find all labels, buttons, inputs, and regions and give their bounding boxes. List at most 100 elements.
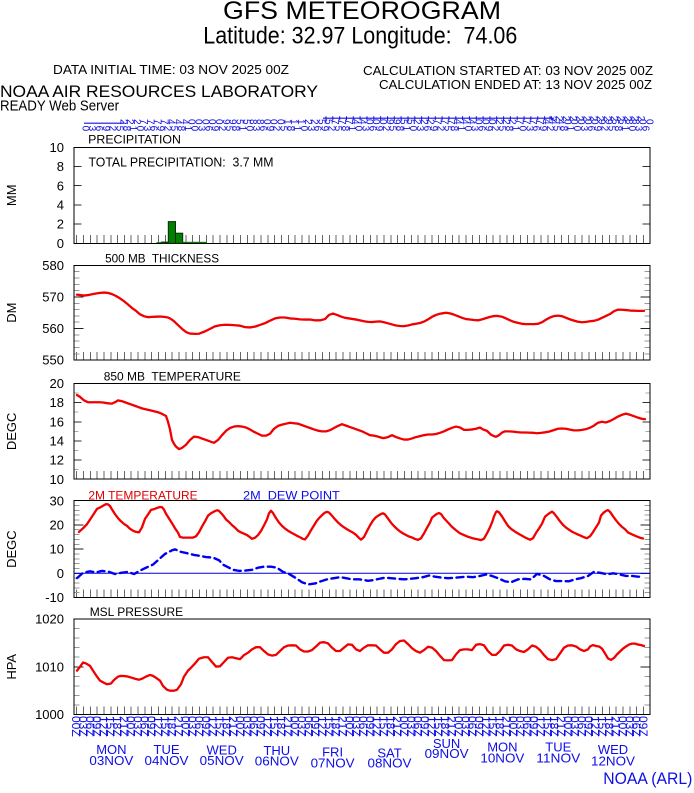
svg-text:4: 4 xyxy=(179,119,190,125)
svg-text:16: 16 xyxy=(50,414,64,429)
svg-text:5: 5 xyxy=(234,119,245,125)
svg-text:15Z: 15Z xyxy=(213,716,227,737)
svg-text:3: 3 xyxy=(305,126,316,132)
svg-text:6: 6 xyxy=(640,126,651,132)
svg-text:NOAA (ARL): NOAA (ARL) xyxy=(603,769,692,788)
svg-text:2: 2 xyxy=(107,126,118,132)
svg-text:12: 12 xyxy=(50,453,64,468)
svg-text:5: 5 xyxy=(322,119,333,125)
svg-text:5: 5 xyxy=(316,119,327,125)
svg-text:DEGC: DEGC xyxy=(4,413,19,451)
svg-text:0: 0 xyxy=(377,119,388,125)
svg-text:2: 2 xyxy=(615,116,626,122)
svg-text:6: 6 xyxy=(530,126,541,132)
svg-text:10NOV: 10NOV xyxy=(480,751,524,766)
svg-text:MM: MM xyxy=(4,184,19,206)
svg-text:00Z: 00Z xyxy=(342,716,356,737)
svg-text:0: 0 xyxy=(473,119,484,125)
svg-text:0: 0 xyxy=(134,126,145,132)
svg-text:2: 2 xyxy=(622,116,633,122)
svg-text:03Z: 03Z xyxy=(458,716,472,737)
svg-text:WED: WED xyxy=(207,742,237,757)
svg-text:8: 8 xyxy=(247,119,258,125)
svg-text:06Z: 06Z xyxy=(247,716,261,737)
svg-text:0: 0 xyxy=(582,119,593,125)
svg-text:0: 0 xyxy=(370,119,381,125)
svg-text:09Z: 09Z xyxy=(308,716,322,737)
svg-text:TOTAL PRECIPITATION: 3.7 MM: TOTAL PRECIPITATION: 3.7 MM xyxy=(89,155,274,170)
svg-text:8: 8 xyxy=(448,126,459,132)
svg-text:9: 9 xyxy=(482,126,493,132)
svg-text:1: 1 xyxy=(291,126,302,132)
svg-text:1: 1 xyxy=(295,119,306,125)
svg-text:06Z: 06Z xyxy=(192,716,206,737)
svg-text:20: 20 xyxy=(50,518,64,533)
svg-text:15Z: 15Z xyxy=(322,716,336,737)
svg-text:00Z: 00Z xyxy=(561,716,575,737)
svg-text:0: 0 xyxy=(517,126,528,132)
svg-text:7: 7 xyxy=(329,119,340,125)
svg-text:5: 5 xyxy=(397,119,408,125)
svg-text:3: 3 xyxy=(250,126,261,132)
svg-text:06Z: 06Z xyxy=(137,716,151,737)
svg-text:2: 2 xyxy=(131,119,142,125)
svg-text:MSL PRESSURE: MSL PRESSURE xyxy=(90,605,184,619)
svg-text:9: 9 xyxy=(227,119,238,125)
svg-text:9: 9 xyxy=(100,126,111,132)
svg-text:1: 1 xyxy=(281,119,292,125)
svg-text:9: 9 xyxy=(592,126,603,132)
svg-text:00Z: 00Z xyxy=(452,716,466,737)
svg-text:TUE: TUE xyxy=(154,742,180,757)
svg-text:2: 2 xyxy=(507,119,518,125)
svg-text:9: 9 xyxy=(373,126,384,132)
svg-text:2: 2 xyxy=(635,116,646,122)
svg-text:5: 5 xyxy=(240,119,251,125)
svg-text:3: 3 xyxy=(578,126,589,132)
svg-text:0: 0 xyxy=(275,119,286,125)
svg-text:7: 7 xyxy=(138,119,149,125)
svg-text:9: 9 xyxy=(220,119,231,125)
svg-text:8: 8 xyxy=(175,126,186,132)
svg-text:7: 7 xyxy=(527,119,538,125)
svg-text:9: 9 xyxy=(155,126,166,132)
svg-text:21Z: 21Z xyxy=(336,716,350,737)
svg-text:0: 0 xyxy=(568,119,579,125)
svg-text:12Z: 12Z xyxy=(588,716,602,737)
svg-text:8: 8 xyxy=(394,126,405,132)
svg-text:9: 9 xyxy=(264,126,275,132)
svg-text:5: 5 xyxy=(168,126,179,132)
svg-text:5: 5 xyxy=(404,119,415,125)
svg-text:05NOV: 05NOV xyxy=(200,753,244,768)
svg-text:09Z: 09Z xyxy=(417,716,431,737)
svg-text:7: 7 xyxy=(152,119,163,125)
svg-text:1: 1 xyxy=(400,126,411,132)
svg-text:DEGC: DEGC xyxy=(4,530,19,568)
svg-text:550: 550 xyxy=(42,353,64,368)
svg-text:09Z: 09Z xyxy=(527,716,541,737)
svg-text:2: 2 xyxy=(594,116,605,122)
svg-text:0: 0 xyxy=(261,119,272,125)
svg-text:CALCULATION ENDED AT: 13 NOV 2: CALCULATION ENDED AT: 13 NOV 2025 00Z xyxy=(379,77,652,92)
svg-text:1020: 1020 xyxy=(35,612,64,627)
svg-text:21Z: 21Z xyxy=(390,716,404,737)
svg-text:03Z: 03Z xyxy=(622,716,636,737)
svg-text:4: 4 xyxy=(165,119,176,125)
svg-text:18: 18 xyxy=(50,395,64,410)
svg-text:9: 9 xyxy=(596,119,607,125)
svg-text:18Z: 18Z xyxy=(219,716,233,737)
svg-text:-10: -10 xyxy=(45,590,64,605)
svg-text:2: 2 xyxy=(380,126,391,132)
svg-text:15Z: 15Z xyxy=(595,716,609,737)
svg-text:READY Web Server: READY Web Server xyxy=(0,97,119,114)
svg-text:10: 10 xyxy=(50,542,64,557)
svg-text:3: 3 xyxy=(359,126,370,132)
svg-text:MON: MON xyxy=(487,740,517,755)
svg-text:04NOV: 04NOV xyxy=(145,753,189,768)
svg-text:14: 14 xyxy=(50,434,64,449)
svg-text:9: 9 xyxy=(384,119,395,125)
svg-text:7: 7 xyxy=(145,119,156,125)
svg-text:2: 2 xyxy=(581,116,592,122)
svg-text:4: 4 xyxy=(57,198,64,213)
svg-text:2: 2 xyxy=(574,116,585,122)
svg-text:9: 9 xyxy=(537,126,548,132)
